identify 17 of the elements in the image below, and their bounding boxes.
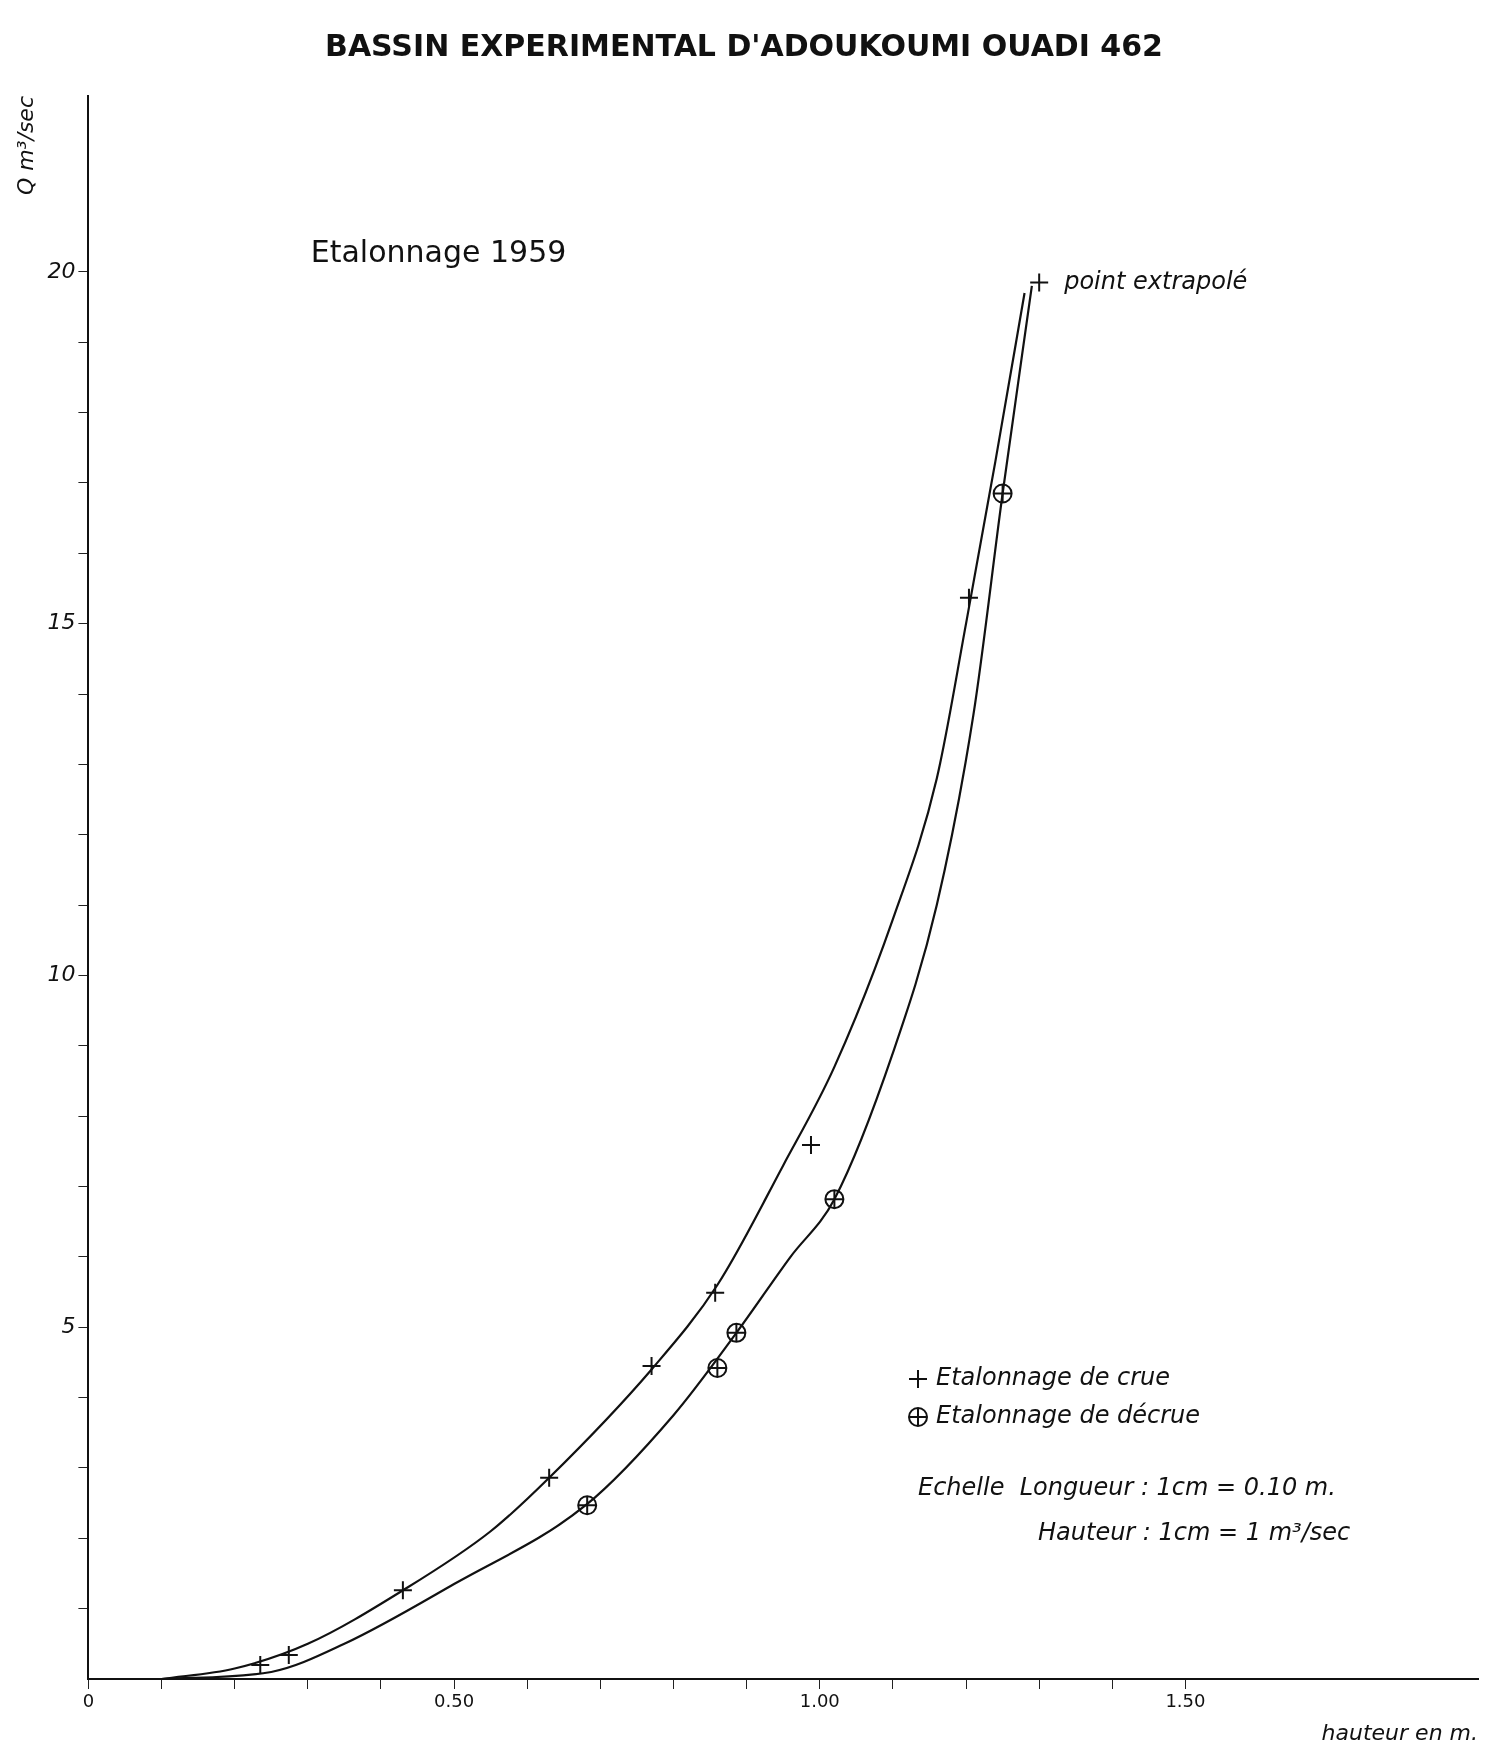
x-tick-label: 1.50: [1165, 1690, 1206, 1712]
y-tick-label: 10: [47, 961, 76, 987]
x-tick-label: 1.00: [799, 1690, 840, 1712]
legend-label: Etalonnage de décrue: [936, 1401, 1201, 1430]
x-tick-label: 0: [82, 1690, 95, 1712]
x-axis-title: hauteur en m.: [1321, 1719, 1478, 1745]
y-tick-label: 15: [47, 609, 76, 635]
chart-title: BASSIN EXPERIMENTAL D'ADOUKOUMI OUADI 462: [325, 27, 1163, 63]
annotation: point extrapolé: [1063, 266, 1248, 295]
y-axis-title: Q m³/sec: [12, 96, 38, 196]
y-tick-label: 5: [61, 1312, 76, 1338]
annotation: Etalonnage 1959: [310, 234, 567, 270]
annotation: Echelle Longueur : 1cm = 0.10 m.: [918, 1473, 1336, 1502]
y-tick-label: 20: [47, 257, 76, 283]
legend-label: Etalonnage de crue: [936, 1363, 1171, 1392]
annotation: Hauteur : 1cm = 1 m³/sec: [1038, 1518, 1351, 1547]
x-tick-label: 0.50: [434, 1690, 475, 1712]
